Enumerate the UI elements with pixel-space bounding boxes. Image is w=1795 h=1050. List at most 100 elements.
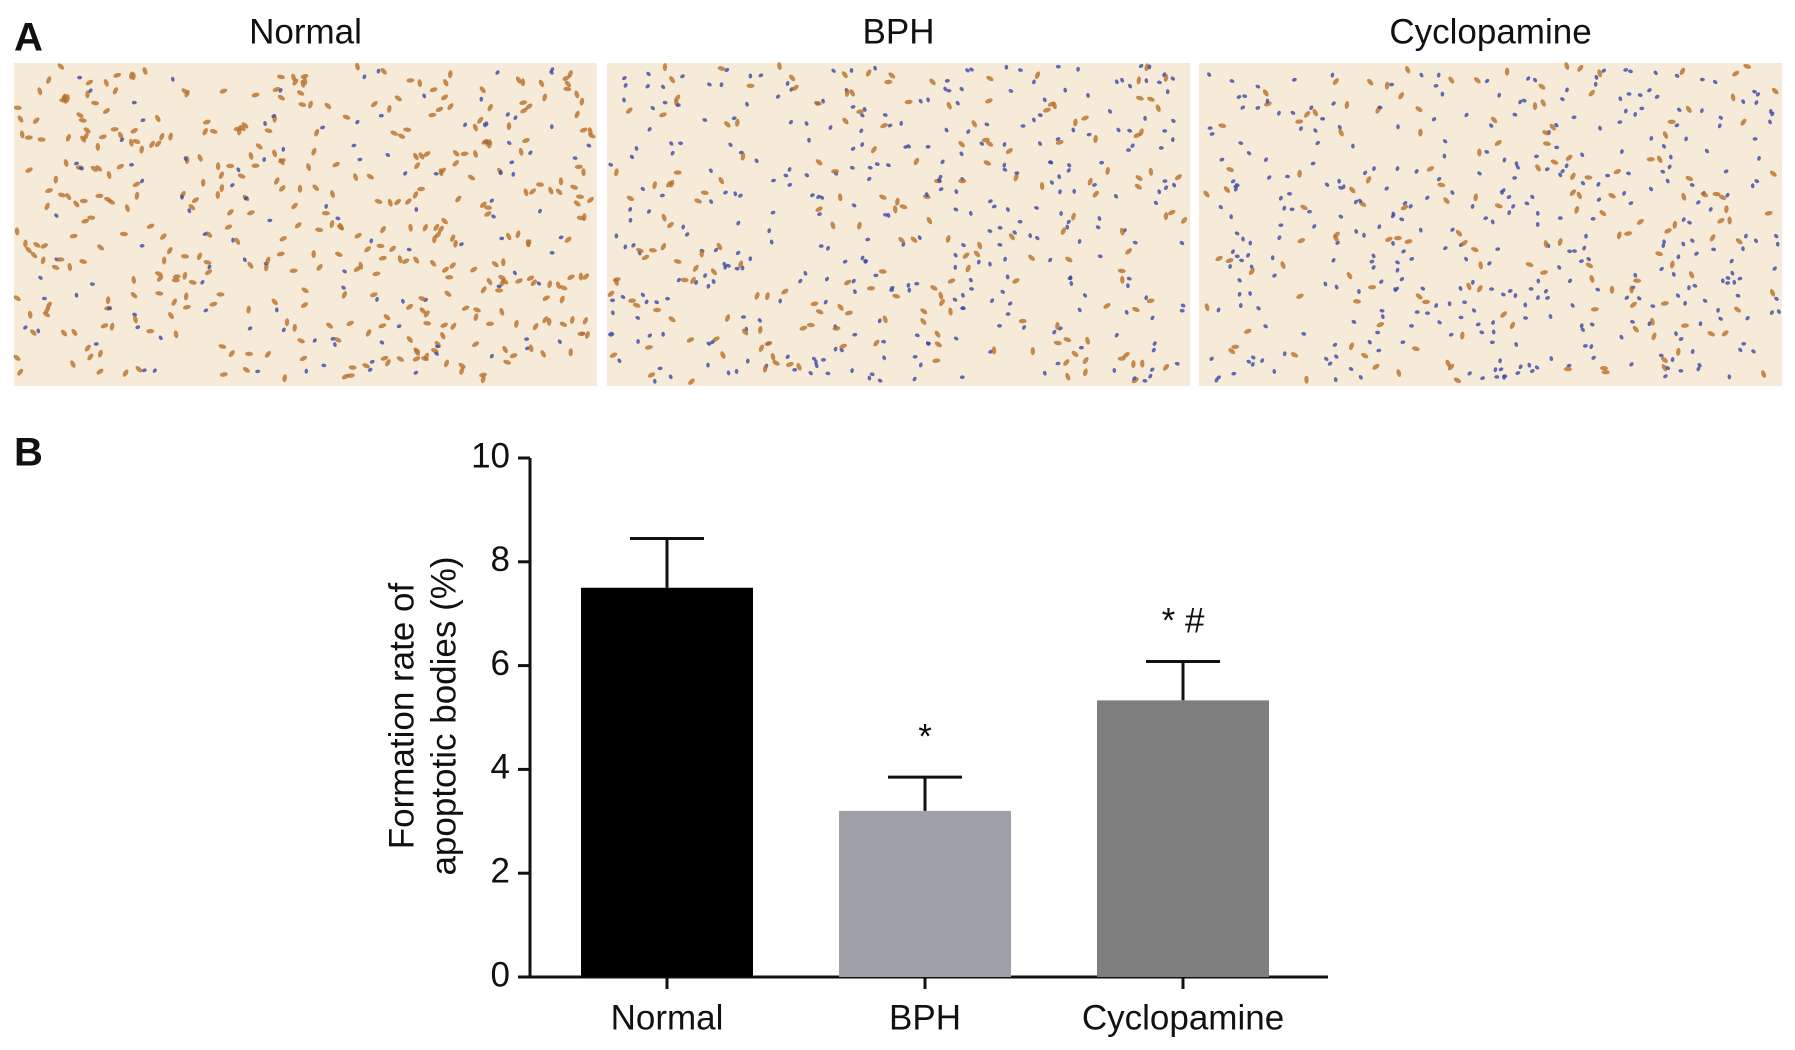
nucleus — [929, 78, 936, 86]
nucleus — [1034, 71, 1041, 79]
nucleus — [799, 325, 808, 331]
nucleus — [203, 308, 209, 313]
nucleus — [216, 292, 225, 297]
nucleus — [1143, 115, 1147, 121]
nucleus — [700, 190, 709, 196]
nucleus — [1233, 186, 1238, 192]
nucleus — [1004, 64, 1009, 70]
nucleus — [63, 159, 69, 167]
nucleus — [685, 232, 690, 237]
nucleus — [582, 317, 589, 325]
nucleus — [477, 116, 484, 124]
nucleus — [131, 72, 136, 81]
nucleus — [385, 153, 391, 157]
nucleus — [110, 127, 119, 132]
nucleus — [251, 92, 260, 98]
nucleus — [479, 201, 487, 208]
nucleus — [1042, 370, 1047, 376]
nucleus — [1377, 105, 1383, 110]
nucleus — [133, 315, 138, 324]
nucleus — [1376, 322, 1385, 328]
nucleus — [1119, 227, 1125, 236]
nucleus — [1349, 186, 1356, 194]
nucleus — [1692, 283, 1698, 288]
nucleus — [1712, 191, 1721, 197]
nucleus — [1601, 370, 1610, 375]
nucleus — [1489, 340, 1495, 345]
nucleus — [690, 276, 696, 284]
nucleus — [146, 223, 155, 229]
nucleus — [441, 217, 448, 225]
nucleus — [1589, 275, 1595, 283]
nucleus — [1238, 303, 1243, 308]
nucleus — [172, 274, 181, 279]
nucleus — [326, 322, 334, 329]
nucleus — [1263, 324, 1268, 329]
nucleus — [867, 165, 873, 170]
nucleus — [1530, 194, 1535, 200]
nucleus — [1313, 128, 1318, 133]
micrograph — [1199, 62, 1782, 386]
nucleus — [401, 298, 405, 304]
nucleus — [1002, 162, 1007, 168]
nucleus — [376, 243, 385, 249]
nucleus — [1055, 321, 1060, 330]
nucleus — [953, 252, 958, 258]
nucleus — [1114, 332, 1119, 338]
nucleus — [277, 94, 285, 101]
nucleus — [25, 167, 33, 173]
nucleus — [1774, 296, 1779, 301]
nucleus — [1394, 235, 1402, 241]
nucleus — [1277, 235, 1282, 241]
nucleus — [1558, 172, 1563, 178]
nucleus — [1248, 240, 1253, 246]
nucleus — [117, 131, 124, 140]
nucleus — [1287, 191, 1292, 196]
nucleus — [522, 138, 530, 143]
nucleus — [1540, 270, 1548, 275]
nucleus — [1312, 109, 1319, 117]
nucleus — [1389, 82, 1395, 87]
nucleus — [487, 140, 493, 149]
image-title: Normal — [249, 12, 362, 51]
nucleus — [324, 102, 332, 110]
nucleus — [187, 208, 192, 214]
nucleus — [182, 271, 188, 280]
nucleus — [837, 303, 844, 311]
nucleus — [505, 232, 512, 241]
nucleus — [455, 195, 462, 203]
nucleus — [412, 191, 419, 199]
nucleus — [1512, 176, 1518, 180]
nucleus — [1354, 228, 1359, 234]
nucleus — [1065, 256, 1073, 263]
nucleus — [1725, 192, 1730, 198]
nucleus — [804, 121, 809, 126]
nucleus — [219, 88, 228, 94]
nucleus — [1676, 107, 1682, 112]
nucleus — [1741, 99, 1746, 104]
nucleus — [413, 256, 420, 264]
nucleus — [796, 363, 802, 371]
nucleus — [1741, 246, 1745, 252]
nucleus — [944, 127, 949, 133]
nucleus — [1399, 217, 1405, 222]
nucleus — [79, 259, 87, 264]
nucleus — [294, 222, 302, 229]
nucleus — [860, 255, 865, 261]
nucleus — [1058, 189, 1062, 195]
nucleus — [1570, 172, 1576, 180]
nucleus — [1234, 183, 1240, 187]
nucleus — [741, 328, 749, 336]
nucleus — [641, 254, 650, 261]
nucleus — [1256, 306, 1261, 311]
nucleus — [1567, 278, 1573, 284]
nucleus — [570, 184, 578, 190]
nucleus — [1647, 321, 1652, 327]
nucleus — [346, 373, 355, 378]
nucleus — [886, 212, 891, 218]
nucleus — [1725, 276, 1731, 280]
nucleus — [1622, 190, 1627, 196]
nucleus — [1554, 122, 1559, 128]
nucleus — [95, 142, 101, 151]
